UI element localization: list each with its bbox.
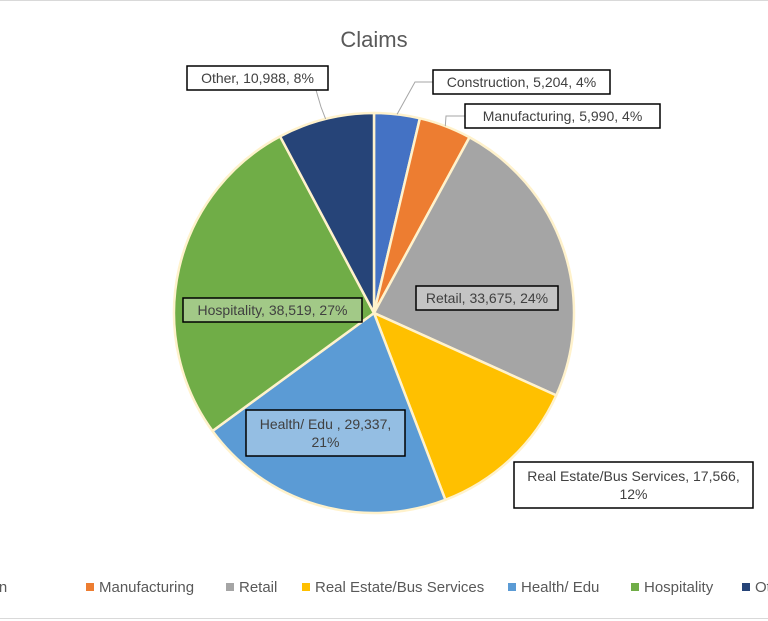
legend-item-construction: Construction	[0, 579, 7, 596]
legend-swatch	[86, 583, 94, 591]
data-label-box	[432, 69, 611, 95]
leader-line-manufacturing	[444, 115, 465, 127]
legend-label: Hospitality	[644, 579, 714, 596]
data-label-health-edu: Health/ Edu , 29,337, 21%	[245, 409, 406, 457]
legend: Construction Manufacturing Retail Real Esta…	[0, 579, 768, 596]
data-label-text: Other, 10,988, 8%	[201, 70, 314, 86]
data-label-manufacturing: Manufacturing, 5,990, 4%	[464, 103, 661, 129]
data-label-text: Health/ Edu , 29,337,	[260, 416, 392, 432]
data-label-text: Construction, 5,204, 4%	[447, 74, 596, 90]
data-label-text: Hospitality, 38,519, 27%	[198, 302, 348, 318]
slice-other	[278, 111, 376, 315]
legend-label: Manufacturing	[99, 579, 194, 596]
data-label-construction: Construction, 5,204, 4%	[432, 69, 611, 95]
data-label-box	[186, 65, 329, 91]
data-label-text: Retail, 33,675, 24%	[426, 290, 548, 306]
legend-swatch	[631, 583, 639, 591]
data-label-text: Real Estate/Bus Services, 17,566,	[527, 468, 739, 484]
chart-title: Claims	[340, 27, 407, 52]
slice-retail	[372, 136, 576, 397]
legend-item-retail: Retail	[226, 579, 277, 596]
data-label-box	[182, 297, 363, 323]
data-label-box	[245, 409, 406, 457]
legend-swatch	[226, 583, 234, 591]
legend-label: Health/ Edu	[521, 579, 599, 596]
data-label-text: 12%	[619, 486, 647, 502]
data-label-text: Manufacturing, 5,990, 4%	[483, 108, 643, 124]
data-label-retail: Retail, 33,675, 24%	[415, 285, 559, 311]
leader-line-other	[315, 89, 327, 120]
data-label-text: 21%	[311, 434, 339, 450]
leader-lines	[315, 81, 465, 127]
legend-swatch	[742, 583, 750, 591]
slice-hospitality	[172, 135, 376, 433]
data-label-box	[464, 103, 661, 129]
legend-item-health-edu: Health/ Edu	[508, 579, 599, 596]
legend-item-manufacturing: Manufacturing	[86, 579, 194, 596]
legend-swatch	[302, 583, 310, 591]
legend-item-hospitality: Hospitality	[631, 579, 714, 596]
legend-swatch	[508, 583, 516, 591]
leader-line-construction	[396, 81, 433, 115]
legend-label: Other	[755, 579, 768, 596]
legend-label: Construction	[0, 579, 7, 596]
legend-item-real-estate-bus-services: Real Estate/Bus Services	[302, 579, 484, 596]
data-label-box	[415, 285, 559, 311]
legend-item-other: Other	[742, 579, 768, 596]
legend-label: Retail	[239, 579, 277, 596]
pie-slices	[172, 111, 576, 515]
data-labels: Construction, 5,204, 4% Manufacturing, 5,…	[182, 65, 754, 509]
data-label-other: Other, 10,988, 8%	[186, 65, 329, 91]
data-label-real-estate-bus-services: Real Estate/Bus Services, 17,566, 12%	[513, 461, 754, 509]
slice-health-edu	[211, 311, 447, 515]
data-label-hospitality: Hospitality, 38,519, 27%	[182, 297, 363, 323]
legend-label: Real Estate/Bus Services	[315, 579, 484, 596]
data-label-box	[513, 461, 754, 509]
slice-real-estate-bus-services	[372, 311, 558, 502]
